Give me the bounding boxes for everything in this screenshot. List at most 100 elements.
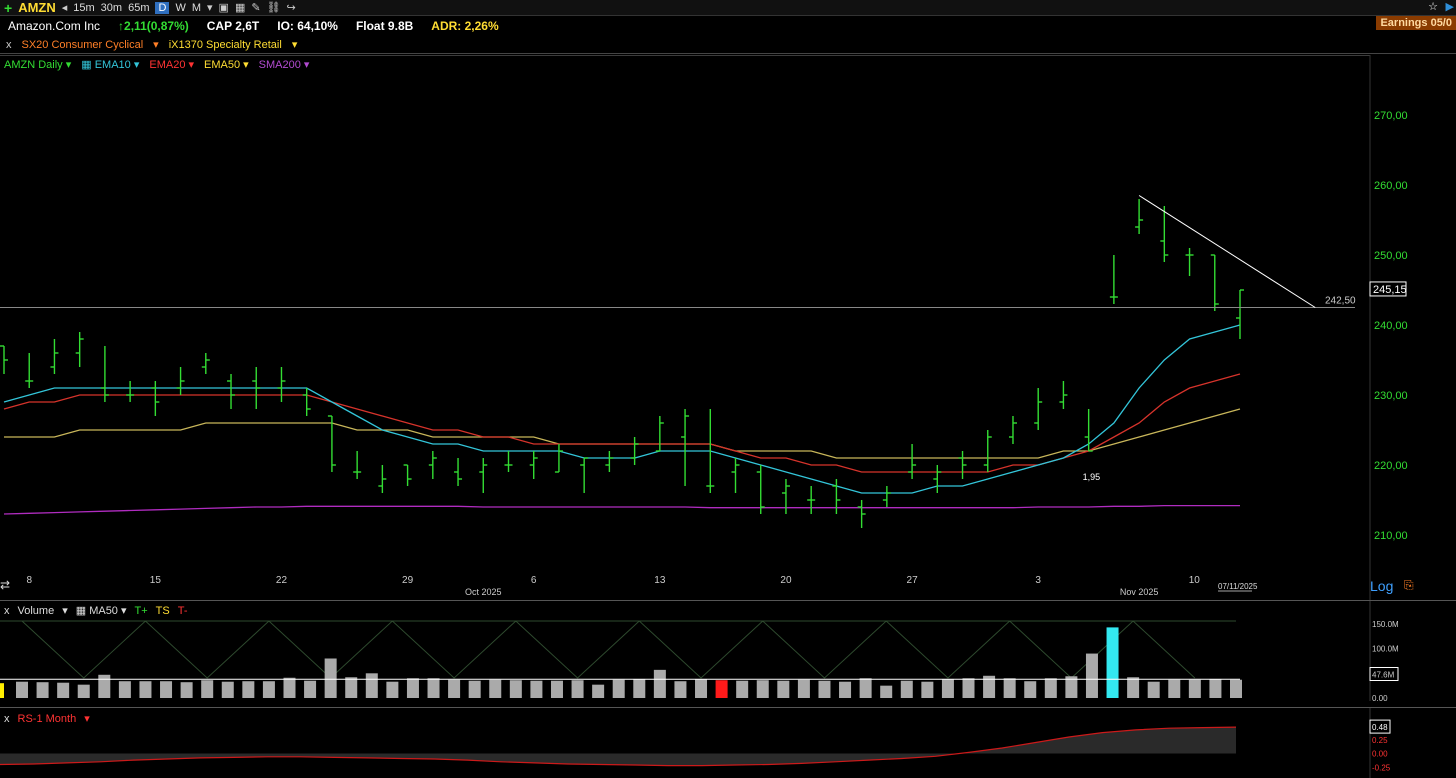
- rs-chart[interactable]: 0.48 0.25 0.00 -0.25: [0, 708, 1456, 778]
- chevron-down-icon[interactable]: ▾: [291, 39, 298, 51]
- volume-label[interactable]: Volume: [17, 604, 55, 617]
- volume-bar: [365, 673, 378, 698]
- x-tick-label: 3: [1035, 575, 1041, 586]
- volume-bar: [571, 680, 584, 698]
- annotation-label: 1,95: [1083, 472, 1101, 482]
- t-plus-label[interactable]: T+: [134, 604, 148, 617]
- legend-sma200[interactable]: SMA200 ▾: [258, 59, 310, 71]
- tool-icon[interactable]: ▣: [218, 2, 229, 14]
- speaker-icon[interactable]: ◂: [61, 2, 68, 14]
- ohlc-bar: [454, 458, 463, 486]
- volume-bar: [1106, 627, 1119, 698]
- volume-current-box: [1369, 666, 1399, 681]
- x-axis: 8 15 22 29 6 13 20 27 3 10 Oct 2025 Nov 2025 07/11/2…: [26, 575, 1258, 597]
- x-tick-label: 27: [907, 575, 919, 586]
- price-tick-label: 270,00: [1374, 110, 1408, 122]
- link-icon[interactable]: ⎘: [1404, 578, 1414, 592]
- close-icon[interactable]: x: [4, 604, 10, 617]
- volume-bar: [1209, 679, 1222, 698]
- adr: ADR: 2,26%: [431, 19, 499, 33]
- interval-weekly[interactable]: W: [175, 1, 186, 14]
- ohlc-bar: [1084, 409, 1093, 452]
- volume-bar: [715, 680, 728, 698]
- ohlc-bar: [327, 415, 336, 472]
- x-tick-label: 13: [654, 575, 666, 586]
- interval-65m[interactable]: 65m: [128, 1, 150, 14]
- ohlc-bar: [201, 353, 210, 374]
- volume-bar: [756, 680, 769, 698]
- rs-tick-label: 0.25: [1372, 736, 1388, 745]
- star-icon[interactable]: ☆: [1428, 1, 1438, 13]
- month-label: Nov 2025: [1120, 587, 1159, 597]
- legend-sma200-label: SMA200: [258, 59, 301, 71]
- chevron-down-icon[interactable]: ▾: [153, 39, 159, 51]
- close-icon[interactable]: x: [6, 38, 12, 51]
- volume-bar: [1065, 676, 1078, 698]
- chevron-down-icon[interactable]: ▾: [207, 2, 213, 14]
- top-toolbar: + AMZN ◂ 15m 30m 65m D W M ▾ ▣ ▦ ✎ ⛓ ↪ ☆…: [0, 0, 1456, 16]
- legend-ema20[interactable]: EMA20 ▾: [149, 59, 195, 71]
- signal-line: [21, 620, 1196, 679]
- ema50-line: [4, 408, 1241, 459]
- ticker-symbol[interactable]: AMZN: [18, 0, 56, 15]
- legend-main[interactable]: AMZN Daily ▾: [4, 59, 72, 71]
- price-tick-label: 220,00: [1374, 460, 1408, 472]
- interval-15m[interactable]: 15m: [73, 1, 95, 14]
- price-tick-label: 260,00: [1374, 180, 1408, 192]
- pencil-icon[interactable]: ✎: [251, 2, 261, 14]
- ohlc-bar: [1185, 248, 1194, 276]
- ohlc-bar: [655, 416, 664, 452]
- ma50-label[interactable]: ▦ MA50 ▾: [75, 605, 127, 617]
- ohlc-bar: [504, 451, 513, 472]
- x-tick-label: 20: [780, 575, 792, 586]
- link-icon[interactable]: ⛓: [266, 2, 281, 14]
- volume-bar: [797, 679, 810, 698]
- volume-bar: [262, 681, 275, 698]
- ohlc-bar: [302, 388, 311, 416]
- ohlc-bar: [252, 367, 261, 409]
- interval-monthly[interactable]: M: [191, 1, 201, 14]
- volume-tick-label: 47.6M: [1372, 670, 1395, 679]
- legend-ema50[interactable]: EMA50 ▾: [204, 59, 249, 71]
- ema20-line: [3, 373, 1241, 473]
- ohlc-bar: [1059, 381, 1068, 409]
- ts-label[interactable]: TS: [155, 604, 170, 617]
- volume-bar: [118, 681, 131, 698]
- ohlc-bar: [630, 437, 639, 465]
- moving-averages: [3, 324, 1241, 515]
- volume-bar: [653, 669, 666, 698]
- volume-bar: [98, 674, 111, 698]
- rs-label[interactable]: RS-1 Month: [17, 712, 77, 725]
- ohlc-bar: [857, 500, 866, 528]
- chevron-down-icon[interactable]: ▾: [62, 605, 68, 617]
- volume-bar: [1085, 653, 1098, 698]
- t-minus-label[interactable]: T-: [177, 604, 188, 617]
- plus-icon[interactable]: +: [4, 0, 13, 16]
- volume-chart[interactable]: 150.0M 100.0M 47.6M 0.00: [0, 601, 1456, 701]
- share-icon[interactable]: ↪: [286, 2, 296, 14]
- date-label: 07/11/2025: [1218, 582, 1258, 591]
- ohlc-bar: [908, 444, 917, 479]
- rs-current-box: [1369, 719, 1391, 734]
- crosshair-icon[interactable]: ⇄: [0, 578, 11, 592]
- earnings-badge[interactable]: Earnings 05/0: [1376, 16, 1456, 30]
- close-icon[interactable]: x: [4, 712, 10, 725]
- chevron-down-icon[interactable]: ▾: [84, 713, 90, 725]
- ohlc-bar: [832, 479, 841, 514]
- log-toggle[interactable]: Log: [1370, 578, 1394, 594]
- play-icon[interactable]: ▶: [1445, 1, 1454, 13]
- ohlc-bar: [75, 332, 84, 367]
- volume-bar: [1044, 678, 1057, 698]
- volume-bar: [900, 680, 913, 698]
- rs-line: [0, 726, 1237, 767]
- price-chart[interactable]: 270,00 260,00 250,00 240,00 230,00 220,00 210,…: [0, 55, 1456, 600]
- ohlc-bar: [580, 457, 589, 493]
- calculator-icon[interactable]: ▦: [234, 2, 246, 14]
- interval-daily[interactable]: D: [155, 1, 170, 14]
- month-label: Oct 2025: [465, 587, 502, 597]
- price-tick-label: 250,00: [1374, 250, 1408, 262]
- legend-ema10[interactable]: ▦ EMA10 ▾: [81, 59, 140, 71]
- industry-group[interactable]: iX1370 Specialty Retail: [168, 38, 282, 51]
- sector-group[interactable]: SX20 Consumer Cyclical: [21, 38, 144, 51]
- interval-30m[interactable]: 30m: [100, 1, 123, 14]
